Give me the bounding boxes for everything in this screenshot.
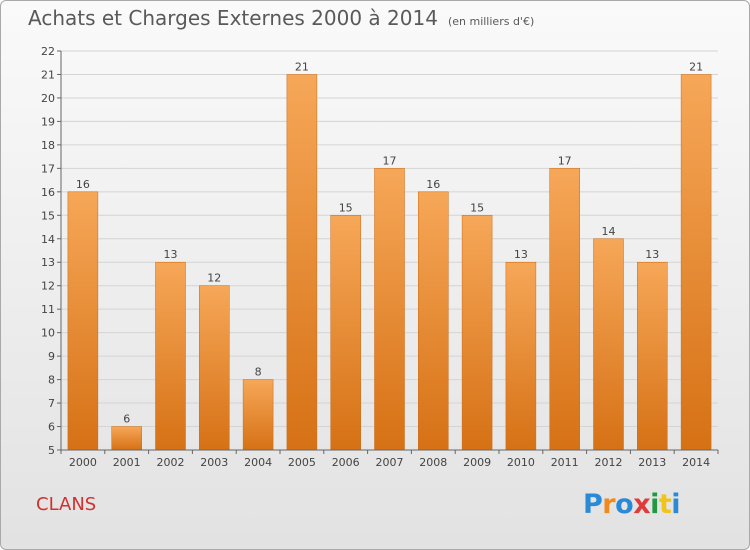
value-label-2009: 15 — [470, 201, 484, 214]
value-label-2002: 13 — [164, 248, 178, 261]
y-tick-label: 12 — [41, 280, 55, 293]
value-label-2012: 14 — [602, 225, 616, 238]
y-tick-label: 7 — [48, 397, 55, 410]
y-tick-label: 22 — [41, 45, 55, 58]
logo-letter: t — [658, 489, 672, 520]
bar-2000 — [67, 191, 99, 451]
value-label-2014: 21 — [689, 60, 703, 73]
x-tick-label: 2010 — [507, 456, 535, 469]
x-tick-label: 2008 — [419, 456, 447, 469]
bar-2006 — [330, 215, 361, 451]
y-tick-label: 5 — [48, 444, 55, 457]
bar-2008 — [418, 191, 449, 451]
x-tick-label: 2000 — [69, 456, 97, 469]
y-tick-label: 10 — [41, 327, 55, 340]
value-label-2005: 21 — [295, 60, 309, 73]
y-tick-label: 19 — [41, 115, 55, 128]
proxiti-logo: Proxiti — [583, 489, 681, 520]
bar-2001 — [111, 426, 142, 451]
chart-subtitle: (en milliers d'€) — [447, 15, 535, 28]
value-label-2008: 16 — [426, 178, 440, 191]
value-label-2010: 13 — [514, 248, 528, 261]
logo-letter: x — [633, 489, 651, 520]
bar-2011 — [549, 168, 580, 451]
x-tick-label: 2001 — [113, 456, 141, 469]
value-label-2000: 16 — [76, 178, 90, 191]
y-tick-label: 16 — [41, 186, 55, 199]
commune-name: CLANS — [36, 494, 97, 515]
chart-title: Achats et Charges Externes 2000 à 2014 (e… — [28, 6, 534, 30]
x-tick-label: 2006 — [332, 456, 360, 469]
value-label-2001: 6 — [123, 413, 130, 426]
x-tick-label: 2014 — [682, 456, 710, 469]
x-tick-label: 2003 — [200, 456, 228, 469]
x-tick-label: 2011 — [551, 456, 579, 469]
value-label-2004: 8 — [255, 366, 262, 379]
x-tick-label: 2013 — [638, 456, 666, 469]
bar-2007 — [374, 168, 405, 451]
bar-2012 — [593, 238, 624, 451]
value-label-2007: 17 — [383, 154, 397, 167]
y-tick-label: 20 — [41, 92, 55, 105]
y-tick-label: 9 — [48, 350, 55, 363]
y-tick-label: 17 — [41, 162, 55, 175]
bar-2009 — [461, 215, 493, 451]
value-label-2003: 12 — [207, 272, 221, 285]
bar-2003 — [199, 285, 230, 451]
bar-2014 — [680, 74, 712, 451]
y-tick-label: 6 — [48, 421, 55, 434]
y-tick-label: 14 — [41, 233, 55, 246]
y-tick-label: 15 — [41, 209, 55, 222]
chart-title-text: Achats et Charges Externes 2000 à 2014 — [28, 6, 438, 30]
x-tick-label: 2005 — [288, 456, 316, 469]
bar-2013 — [637, 261, 668, 451]
logo-letter: r — [602, 489, 616, 520]
bar-2005 — [286, 74, 318, 451]
bar-2002 — [155, 261, 186, 451]
value-label-2006: 15 — [339, 201, 353, 214]
logo-letter: o — [615, 489, 634, 520]
bar-2010 — [505, 261, 537, 451]
y-tick-label: 21 — [41, 68, 55, 81]
axes: 5 6 7 8 9 10 11 12 13 14 15 16 17 18 19 20 21 22 2000 2001 2… — [41, 45, 719, 469]
y-tick-label: 8 — [48, 374, 55, 387]
logo-letter: P — [583, 489, 603, 520]
data-labels: 16 6 13 12 8 21 15 17 16 15 13 17 14 13 21 — [76, 60, 703, 425]
y-tick-label: 11 — [41, 303, 55, 316]
x-tick-label: 2004 — [244, 456, 272, 469]
y-tick-label: 18 — [41, 139, 55, 152]
x-tick-label: 2009 — [463, 456, 491, 469]
logo-letter: i — [650, 489, 659, 520]
x-tick-label: 2002 — [157, 456, 185, 469]
x-tick-label: 2007 — [376, 456, 404, 469]
bars — [67, 74, 712, 451]
y-tick-label: 13 — [41, 256, 55, 269]
x-tick-label: 2012 — [595, 456, 623, 469]
logo-letter: i — [671, 489, 681, 520]
value-label-2011: 17 — [558, 154, 572, 167]
value-label-2013: 13 — [645, 248, 659, 261]
bar-2004 — [242, 379, 274, 451]
